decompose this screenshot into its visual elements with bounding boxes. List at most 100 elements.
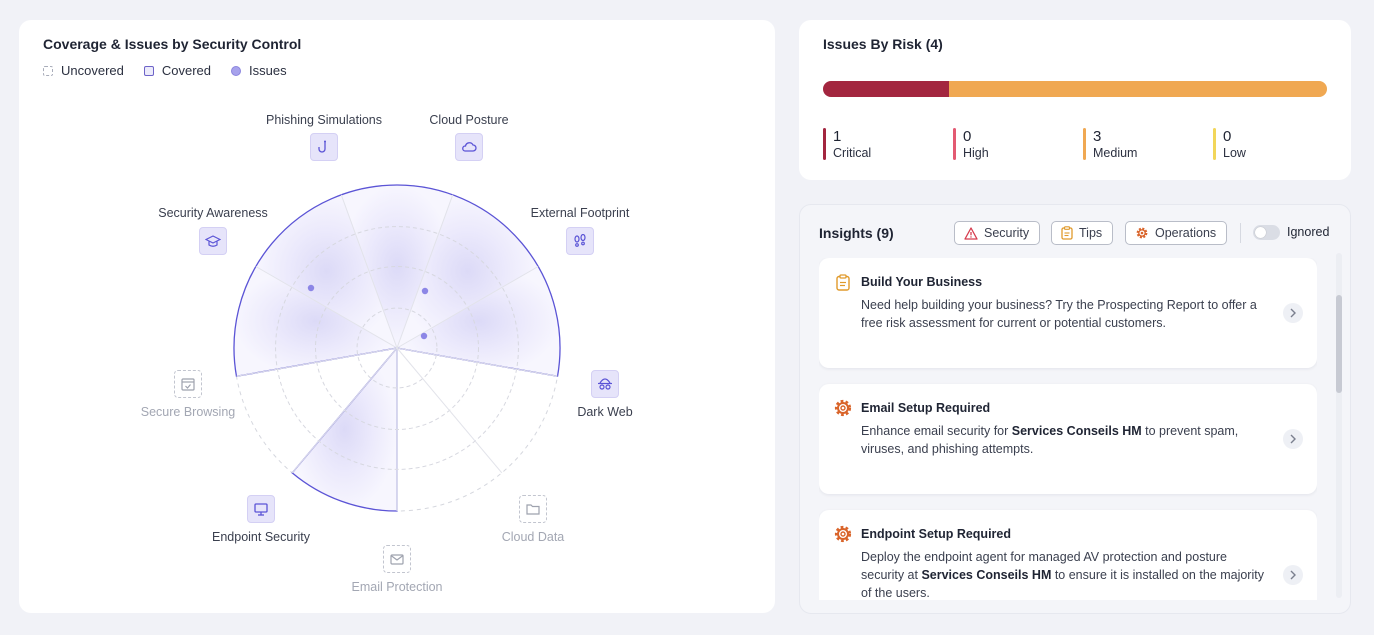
spoke-2 [396,194,454,349]
legend-covered: Covered [143,63,212,78]
high-count: 0 [963,128,972,145]
insight-description: Enhance email security for Services Cons… [861,422,1273,458]
chevron-right-icon[interactable] [1283,565,1303,585]
medium-label: Medium [1093,146,1138,160]
risk-bar-segment-medium [949,81,1327,97]
risk-stat-low[interactable]: 0 Low [1213,128,1246,160]
folder-icon[interactable] [519,495,547,523]
covered-sector-8 [233,266,397,377]
insight-card-build-your-business[interactable]: Build Your Business Need help building y… [819,258,1317,368]
spoke-0 [255,266,398,349]
clipboard-icon [833,272,853,292]
filter-operations-button[interactable]: Operations [1125,221,1228,245]
insight-title: Email Setup Required [861,401,991,415]
insight-desc-text: to prevent spam, viruses, and phishing a… [861,424,1239,456]
legend-uncovered: Uncovered [43,63,124,78]
filter-tips-button[interactable]: Tips [1051,221,1114,245]
risk-title: Issues By Risk (4) [823,36,943,52]
insights-scrollbar-track[interactable] [1336,253,1342,598]
risk-stat-medium[interactable]: 3 Medium [1083,128,1137,160]
filter-security-label: Security [984,226,1030,240]
envelope-icon[interactable] [383,545,411,573]
issue-dot-1 [421,287,429,295]
risk-distribution-bar [823,81,1327,97]
critical-count: 1 [833,128,842,145]
legend-issues-label: Issues [249,63,287,78]
ignored-toggle[interactable] [1253,225,1280,240]
risk-bar-segment-critical [823,81,949,97]
footprints-icon[interactable] [566,227,594,255]
ignored-label: Ignored [1287,225,1330,239]
insight-description: Need help building your business? Try th… [861,296,1273,332]
control-label-endpoint-security: Endpoint Security [212,530,310,544]
covered-sector-6 [292,348,397,512]
control-label-security-awareness: Security Awareness [158,206,268,220]
covered-sector-1 [341,185,453,348]
spoke-7 [291,347,398,474]
ring-lines [236,194,558,511]
covered-sector-0 [255,194,397,348]
ring-2 [356,307,438,389]
clipboard-icon [1061,226,1073,240]
legend-issues: Issues [231,63,287,78]
covered-swatch-icon [143,65,154,76]
chevron-right-icon[interactable] [1283,429,1303,449]
insights-scrollbar-thumb[interactable] [1336,295,1342,393]
covered-outline-1 [291,346,398,512]
spoke-8 [236,347,398,377]
spoke-4 [396,347,558,377]
insight-card-endpoint-setup[interactable]: Endpoint Setup Required Deploy the endpo… [819,510,1317,600]
insights-list: Build Your Business Need help building y… [819,258,1317,600]
filter-operations-label: Operations [1155,226,1217,240]
gear-icon [1136,227,1148,239]
gear-icon [833,398,853,418]
fishhook-icon[interactable] [310,133,338,161]
insight-title: Build Your Business [861,275,983,289]
control-label-external-footprint: External Footprint [530,206,630,220]
insight-desc-text: Enhance email security for [861,424,1012,438]
control-label-email-protection: Email Protection [351,580,443,594]
issue-dots [307,284,429,340]
risk-stat-high[interactable]: 0 High [953,128,989,160]
medium-count: 3 [1093,128,1102,145]
risk-stat-critical[interactable]: 1 Critical [823,128,871,160]
covered-sector-2 [397,194,539,348]
insights-card: Insights (9) Security Tips Operations Ig… [799,204,1351,614]
browser-check-icon[interactable] [174,370,202,398]
low-label: Low [1223,146,1246,160]
chevron-right-icon[interactable] [1283,303,1303,323]
insight-description: Deploy the endpoint agent for managed AV… [861,548,1273,600]
issue-dot-0 [307,284,315,292]
filter-security-button[interactable]: Security [954,221,1041,245]
covered-sector-3 [397,266,560,377]
coverage-title: Coverage & Issues by Security Control [43,36,302,52]
issue-dot-2 [420,332,428,340]
control-label-cloud-posture: Cloud Posture [429,113,509,127]
control-label-secure-browsing: Secure Browsing [140,405,236,419]
coverage-radar-chart [233,184,561,512]
monitor-icon[interactable] [247,495,275,523]
control-label-phishing-simulations: Phishing Simulations [265,113,383,127]
insight-company-name: Services Conseils HM [921,568,1052,582]
warning-triangle-icon [964,226,978,240]
issues-swatch-icon [231,65,242,76]
insight-company-name: Services Conseils HM [1011,424,1142,438]
spoke-5 [396,347,503,474]
legend-uncovered-label: Uncovered [61,63,124,78]
cloud-icon[interactable] [455,133,483,161]
covered-outline-0 [233,184,561,378]
incognito-mask-icon[interactable] [591,370,619,398]
insight-title: Endpoint Setup Required [861,527,1011,541]
low-count: 0 [1223,128,1232,145]
covered-sectors [233,184,561,512]
insight-desc-text: Deploy the endpoint agent for managed AV… [861,550,1227,582]
insight-card-email-setup[interactable]: Email Setup Required Enhance email secur… [819,384,1317,494]
spoke-3 [396,266,539,349]
legend-covered-label: Covered [161,63,212,78]
graduation-cap-icon[interactable] [199,227,227,255]
control-label-dark-web: Dark Web [577,405,633,419]
filter-divider [1240,223,1241,243]
filter-tips-label: Tips [1079,226,1103,240]
gear-icon [833,524,853,544]
spoke-1 [340,194,398,349]
